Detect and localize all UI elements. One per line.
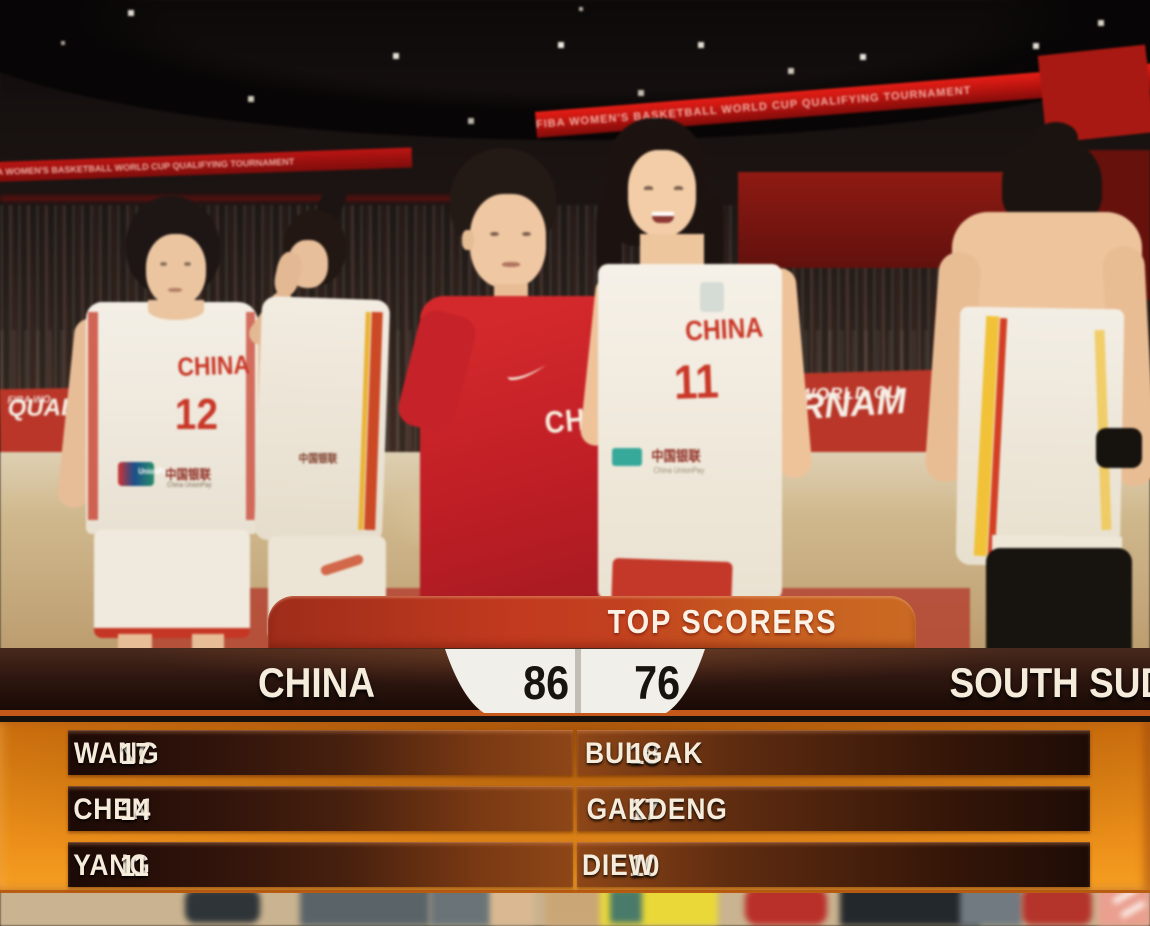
dark-shorts <box>986 548 1132 664</box>
score-pill <box>445 649 705 713</box>
smile <box>652 216 674 223</box>
unionpay-logo <box>118 462 154 486</box>
hair-side <box>700 196 724 274</box>
jersey <box>86 302 258 534</box>
mouth <box>168 288 182 292</box>
score-strip: CHINA 86 76 SOUTH SUDAN <box>0 648 1150 716</box>
smile-teeth <box>652 212 674 216</box>
away-scorer-bar: 18 BULGAK <box>577 730 1090 775</box>
fiba-patch <box>700 282 724 312</box>
home-scorer-bar: YANG 11 <box>68 842 573 887</box>
face <box>470 194 546 288</box>
eye <box>184 262 191 266</box>
jersey-trim <box>88 312 98 520</box>
shoe-dark <box>185 889 260 923</box>
away-team-name: SOUTH SUDAN <box>948 659 1150 706</box>
eye <box>522 232 531 236</box>
away-scorer-bar: 17 GAKDENG <box>577 786 1090 831</box>
neckline <box>148 300 204 320</box>
mouth <box>502 262 520 267</box>
shoe-red <box>745 887 827 925</box>
away-score: 76 <box>634 656 681 709</box>
ear <box>462 230 474 250</box>
eye <box>160 262 167 266</box>
away-scorer-bar: 10 DIEW <box>577 842 1090 887</box>
home-score: 86 <box>523 656 570 709</box>
eye <box>644 186 653 190</box>
shoe-teal <box>610 889 642 923</box>
sponsor-chip <box>612 448 642 466</box>
red-glow-strip <box>0 196 520 201</box>
shoe-red <box>1022 887 1092 925</box>
top-scorers-panel: WANG 17 18 BULGAK CHEN 14 17 GAKDENG YAN… <box>0 722 1150 893</box>
home-scorer-bar: WANG 17 <box>68 730 573 775</box>
face <box>146 234 206 306</box>
jersey <box>598 264 782 600</box>
eye <box>490 232 499 236</box>
jersey-trim <box>246 312 255 520</box>
wrist-band <box>1096 428 1142 468</box>
home-scorer-bar: CHEN 14 <box>68 786 573 831</box>
overlay-title: TOP SCORERS <box>607 603 838 640</box>
overlay-title-banner: TOP SCORERS <box>268 596 916 650</box>
shorts <box>94 530 250 638</box>
leg-skin <box>492 887 534 925</box>
eye <box>674 186 683 190</box>
nike-swoosh-icon <box>507 365 546 381</box>
home-team-name: CHINA <box>257 659 376 706</box>
